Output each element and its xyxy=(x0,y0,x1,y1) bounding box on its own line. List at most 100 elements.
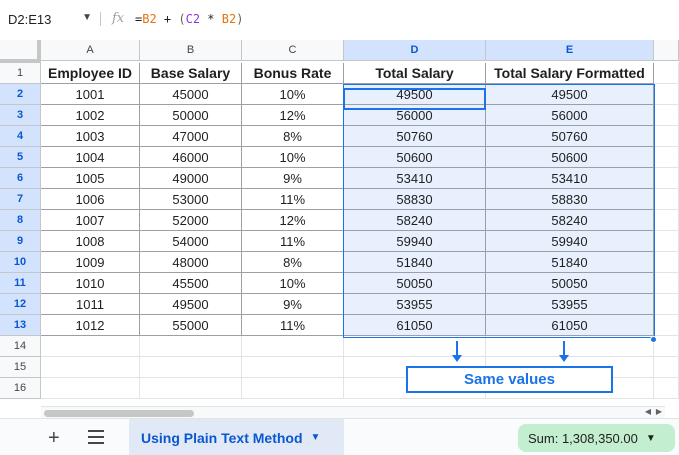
data-cell[interactable]: 56000 xyxy=(344,105,486,126)
data-cell[interactable]: 45500 xyxy=(140,273,242,294)
data-cell[interactable]: 1006 xyxy=(41,189,140,210)
column-header-d[interactable]: D xyxy=(344,40,486,61)
header-cell[interactable]: Employee ID xyxy=(41,63,140,84)
data-cell[interactable]: 10% xyxy=(242,84,344,105)
empty-cell[interactable] xyxy=(654,84,679,105)
data-cell[interactable]: 50760 xyxy=(486,126,654,147)
empty-cell[interactable] xyxy=(654,168,679,189)
data-cell[interactable]: 11% xyxy=(242,189,344,210)
empty-cell[interactable] xyxy=(654,315,679,336)
row-number[interactable]: 10 xyxy=(0,252,41,273)
data-cell[interactable]: 12% xyxy=(242,210,344,231)
data-cell[interactable]: 46000 xyxy=(140,147,242,168)
row-number[interactable]: 11 xyxy=(0,273,41,294)
fill-handle[interactable] xyxy=(650,336,657,343)
data-cell[interactable]: 55000 xyxy=(140,315,242,336)
data-cell[interactable]: 1007 xyxy=(41,210,140,231)
empty-cell[interactable] xyxy=(654,357,679,378)
empty-cell[interactable] xyxy=(344,336,486,357)
data-cell[interactable]: 10% xyxy=(242,147,344,168)
row-number[interactable]: 6 xyxy=(0,168,41,189)
data-cell[interactable]: 1009 xyxy=(41,252,140,273)
data-cell[interactable]: 58240 xyxy=(344,210,486,231)
data-cell[interactable]: 59940 xyxy=(486,231,654,252)
empty-cell[interactable] xyxy=(654,147,679,168)
data-cell[interactable]: 58240 xyxy=(486,210,654,231)
empty-cell[interactable] xyxy=(654,105,679,126)
data-cell[interactable]: 11% xyxy=(242,231,344,252)
data-cell[interactable]: 9% xyxy=(242,294,344,315)
data-cell[interactable]: 50000 xyxy=(140,105,242,126)
empty-cell[interactable] xyxy=(654,294,679,315)
empty-cell[interactable] xyxy=(654,210,679,231)
column-header-f[interactable] xyxy=(654,40,679,61)
header-cell[interactable]: Base Salary xyxy=(140,63,242,84)
all-sheets-menu-icon[interactable] xyxy=(88,430,104,448)
empty-cell[interactable] xyxy=(654,378,679,399)
data-cell[interactable]: 1003 xyxy=(41,126,140,147)
column-header-e[interactable]: E xyxy=(486,40,654,61)
data-cell[interactable]: 53955 xyxy=(344,294,486,315)
chevron-down-icon[interactable]: ▼ xyxy=(310,432,321,443)
data-cell[interactable]: 49000 xyxy=(140,168,242,189)
empty-cell[interactable] xyxy=(654,231,679,252)
empty-cell[interactable] xyxy=(654,126,679,147)
data-cell[interactable]: 50050 xyxy=(486,273,654,294)
data-cell[interactable]: 47000 xyxy=(140,126,242,147)
scroll-left-icon[interactable]: ◀ xyxy=(644,407,651,416)
data-cell[interactable]: 8% xyxy=(242,252,344,273)
data-cell[interactable]: 1008 xyxy=(41,231,140,252)
row-number[interactable]: 15 xyxy=(0,357,41,378)
empty-cell[interactable] xyxy=(654,273,679,294)
data-cell[interactable]: 9% xyxy=(242,168,344,189)
data-cell[interactable]: 61050 xyxy=(344,315,486,336)
sum-indicator[interactable]: Sum: 1,308,350.00 ▼ xyxy=(518,424,675,452)
data-cell[interactable]: 1001 xyxy=(41,84,140,105)
data-cell[interactable]: 50050 xyxy=(344,273,486,294)
data-cell[interactable]: 51840 xyxy=(486,252,654,273)
data-cell[interactable]: 1011 xyxy=(41,294,140,315)
row-number[interactable]: 1 xyxy=(0,63,41,84)
chevron-down-icon[interactable]: ▼ xyxy=(645,432,656,444)
data-cell[interactable]: 50760 xyxy=(344,126,486,147)
data-cell[interactable]: 1012 xyxy=(41,315,140,336)
data-cell[interactable]: 53955 xyxy=(486,294,654,315)
header-cell[interactable]: Total Salary Formatted xyxy=(486,63,654,84)
data-cell[interactable]: 58830 xyxy=(486,189,654,210)
empty-cell[interactable] xyxy=(242,336,344,357)
empty-cell[interactable] xyxy=(242,357,344,378)
data-cell[interactable]: 8% xyxy=(242,126,344,147)
data-cell[interactable]: 61050 xyxy=(486,315,654,336)
data-cell[interactable]: 45000 xyxy=(140,84,242,105)
formula-input[interactable]: =B2 + (C2 * B2) xyxy=(135,12,243,26)
data-cell[interactable]: 1002 xyxy=(41,105,140,126)
data-cell[interactable]: 50600 xyxy=(486,147,654,168)
data-cell[interactable]: 11% xyxy=(242,315,344,336)
data-cell[interactable]: 49500 xyxy=(344,84,486,105)
data-cell[interactable]: 54000 xyxy=(140,231,242,252)
row-number[interactable]: 2 xyxy=(0,84,41,105)
row-number[interactable]: 3 xyxy=(0,105,41,126)
data-cell[interactable]: 51840 xyxy=(344,252,486,273)
row-number[interactable]: 8 xyxy=(0,210,41,231)
column-header-b[interactable]: B xyxy=(140,40,242,61)
row-number[interactable]: 7 xyxy=(0,189,41,210)
data-cell[interactable]: 1010 xyxy=(41,273,140,294)
scroll-right-icon[interactable]: ▶ xyxy=(655,407,662,416)
row-number[interactable]: 13 xyxy=(0,315,41,336)
data-cell[interactable]: 49500 xyxy=(140,294,242,315)
data-cell[interactable]: 59940 xyxy=(344,231,486,252)
data-cell[interactable]: 53410 xyxy=(486,168,654,189)
empty-cell[interactable] xyxy=(41,378,140,399)
row-number[interactable]: 5 xyxy=(0,147,41,168)
column-header-a[interactable]: A xyxy=(41,40,140,61)
row-number[interactable]: 16 xyxy=(0,378,41,399)
empty-cell[interactable] xyxy=(41,336,140,357)
data-cell[interactable]: 1004 xyxy=(41,147,140,168)
data-cell[interactable]: 48000 xyxy=(140,252,242,273)
empty-cell[interactable] xyxy=(486,336,654,357)
select-all-corner[interactable] xyxy=(0,40,41,63)
empty-cell[interactable] xyxy=(654,252,679,273)
empty-cell[interactable] xyxy=(654,336,679,357)
chevron-down-icon[interactable]: ▼ xyxy=(82,12,92,23)
